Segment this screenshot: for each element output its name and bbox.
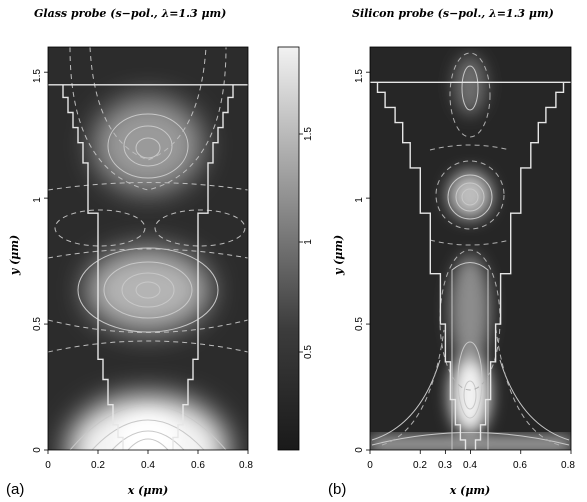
panel-b-contours	[371, 65, 570, 450]
panel-b-field	[370, 52, 571, 450]
panel-a-xlabel: x (μm)	[127, 484, 169, 497]
colorbar-tick-2: 1.5	[303, 127, 314, 141]
panel-a-xtick-0: 0	[45, 460, 51, 471]
panel-a-ytick-3: 1.5	[32, 69, 43, 83]
panel-a-xtick-1: 0.2	[91, 460, 105, 471]
panel-a-ytick-2: 1	[32, 197, 43, 203]
panel-b-xtick-3: 0.4	[463, 460, 477, 471]
panel-b-ytick-2: 1	[354, 197, 365, 203]
panel-b-xtick-1: 0.2	[413, 460, 427, 471]
panel-b-xtick-2: 0.3	[438, 460, 452, 471]
panel-b-xlabel: x (μm)	[449, 484, 491, 497]
panel-a-hotspot-middle	[86, 248, 210, 332]
panel-b-hotspot-4	[450, 355, 490, 435]
panel-a-ytick-1: 0.5	[32, 317, 43, 331]
panel-b-dashed-contours	[381, 52, 560, 446]
panel-a-hotspot-core	[118, 415, 178, 450]
colorbar: 0.5 1 1.5	[277, 46, 314, 451]
panel-b-ytick-3: 1.5	[354, 69, 365, 83]
panel-a-xtick-2: 0.4	[141, 460, 155, 471]
panel-b-xtick-5: 0.8	[561, 460, 575, 471]
panel-a-field	[48, 47, 248, 450]
panel-a-title: Glass probe (s−pol., λ=1.3 μm)	[34, 7, 226, 20]
panel-a-ticks	[44, 71, 249, 454]
panel-b-ticks	[366, 71, 572, 454]
panel-b-surface-glow	[370, 438, 571, 450]
panel-b-ytick-1: 0.5	[354, 317, 365, 331]
panel-b-hotspot-1	[454, 55, 486, 115]
panel-a-dashed-contours	[48, 47, 248, 353]
panel-b-label: (b)	[328, 481, 346, 498]
panel-b: 0 0.2 0.3 0.4 0.6 0.8 0 0.5 1 1.5 x (μm)…	[328, 46, 575, 498]
panel-b-xtick-0: 0	[367, 460, 373, 471]
panel-a: 0 0.2 0.4 0.6 0.8 0 0.5 1 1.5 x (μm) y (…	[6, 46, 253, 498]
panel-b-title: Silicon probe (s−pol., λ=1.3 μm)	[352, 7, 554, 20]
panel-a-label: (a)	[6, 481, 24, 498]
panel-b-hotspot-3	[450, 255, 490, 365]
panel-b-ytick-0: 0	[354, 447, 365, 453]
panel-a-hotspot-top	[93, 97, 203, 193]
colorbar-tickmarks	[299, 133, 303, 353]
panel-a-xtick-4: 0.8	[239, 460, 253, 471]
colorbar-tick-0: 0.5	[303, 345, 314, 359]
panel-a-contours	[69, 113, 227, 450]
panel-b-hotspot-2	[448, 171, 492, 219]
colorbar-gradient	[277, 46, 300, 451]
panel-a-ylabel: y (μm)	[8, 235, 21, 276]
panel-a-ytick-0: 0	[32, 447, 43, 453]
panel-b-ylabel: y (μm)	[332, 235, 345, 276]
colorbar-tick-1: 1	[303, 239, 314, 245]
panel-a-probe-outline	[48, 84, 248, 450]
panel-a-xtick-3: 0.6	[191, 460, 205, 471]
panel-b-probe-outline	[370, 81, 571, 450]
panel-b-xtick-4: 0.6	[513, 460, 527, 471]
